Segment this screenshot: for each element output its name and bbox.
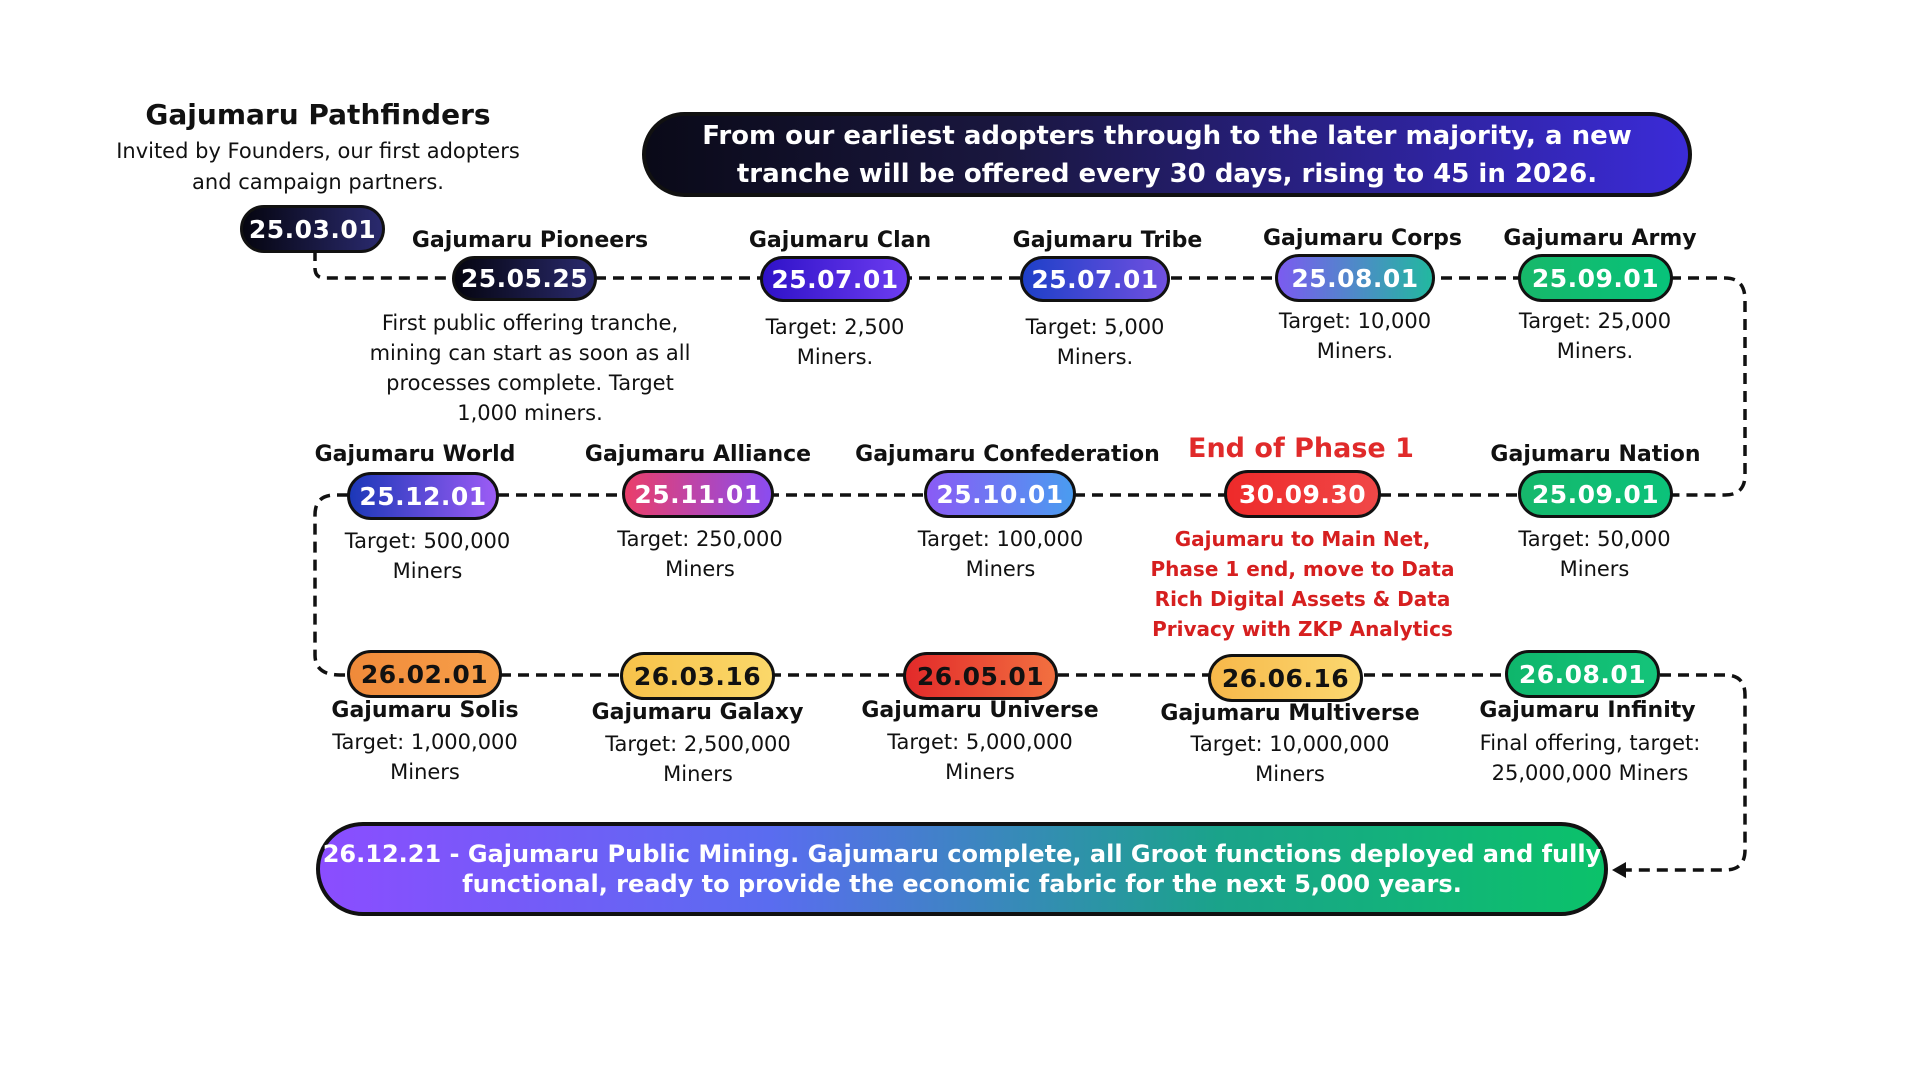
pioneers-date-badge: 25.05.25	[452, 256, 597, 301]
solis-date-badge: 26.02.01	[347, 650, 502, 698]
multiverse-date-badge: 26.06.16	[1208, 654, 1363, 702]
corps-title: Gajumaru Corps	[1263, 226, 1462, 251]
connector-row2-to-row3	[313, 493, 348, 677]
galaxy-title: Gajumaru Galaxy	[591, 700, 804, 725]
confederation-description: Target: 100,000 Miners	[917, 527, 1084, 581]
infinity-description: Final offering, target: 25,000,000 Miner…	[1479, 731, 1701, 785]
multiverse-title: Gajumaru Multiverse	[1160, 701, 1420, 726]
solis-description: Target: 1,000,000 Miners	[332, 730, 518, 784]
phase-1-end-label: End of Phase 1	[1188, 433, 1414, 464]
army-title: Gajumaru Army	[1503, 226, 1697, 251]
alliance-description: Target: 250,000 Miners	[617, 527, 783, 581]
tribe-title: Gajumaru Tribe	[1012, 228, 1203, 253]
connector-row1-to-row2	[1670, 276, 1747, 497]
pioneers-description: First public offering tranche, mining ca…	[369, 311, 691, 425]
tribe-date-badge: 25.07.01	[1020, 256, 1170, 302]
tribe-description: Target: 5,000 Miners.	[1025, 315, 1165, 369]
corps-description: Target: 10,000 Miners.	[1278, 309, 1432, 363]
pathfinders-date-badge: 25.03.01	[240, 205, 385, 253]
mainnet-description: Gajumaru to Main Net, Phase 1 end, move …	[1150, 527, 1455, 641]
galaxy-description: Target: 2,500,000 Miners	[605, 732, 791, 786]
pioneers-title: Gajumaru Pioneers	[411, 228, 649, 253]
universe-date-badge: 26.05.01	[903, 652, 1058, 700]
solis-title: Gajumaru Solis	[331, 698, 519, 723]
world-description: Target: 500,000 Miners	[344, 529, 511, 583]
multiverse-description: Target: 10,000,000 Miners	[1190, 732, 1390, 786]
army-date-badge: 25.09.01	[1518, 254, 1673, 302]
world-title: Gajumaru World	[314, 442, 516, 467]
finale-arrow-icon	[1612, 862, 1626, 878]
connector-row3-to-finale	[1625, 673, 1747, 872]
pathfinders-description: Invited by Founders, our first adopters …	[116, 139, 520, 194]
clan-title: Gajumaru Clan	[748, 228, 932, 253]
army-description: Target: 25,000 Miners.	[1518, 309, 1672, 363]
galaxy-date-badge: 26.03.16	[620, 652, 775, 700]
connector-pathfinders-to-pioneers	[313, 250, 455, 280]
confederation-title: Gajumaru Confederation	[855, 442, 1160, 467]
infinity-title: Gajumaru Infinity	[1479, 698, 1696, 723]
corps-date-badge: 25.08.01	[1275, 254, 1435, 302]
clan-description: Target: 2,500 Miners.	[765, 315, 905, 369]
alliance-title: Gajumaru Alliance	[584, 442, 812, 467]
alliance-date-badge: 25.11.01	[622, 470, 774, 518]
infinity-date-badge: 26.08.01	[1505, 650, 1660, 698]
clan-date-badge: 25.07.01	[760, 256, 910, 302]
universe-description: Target: 5,000,000 Miners	[887, 730, 1073, 784]
universe-title: Gajumaru Universe	[861, 698, 1099, 723]
confederation-date-badge: 25.10.01	[924, 470, 1076, 518]
world-date-badge: 25.12.01	[347, 472, 499, 520]
mainnet-date-badge: 30.09.30	[1224, 470, 1381, 518]
nation-title: Gajumaru Nation	[1490, 442, 1701, 467]
top-banner: From our earliest adopters through to th…	[642, 112, 1692, 197]
pathfinders-title: Gajumaru Pathfinders	[145, 98, 491, 131]
nation-date-badge: 25.09.01	[1518, 470, 1673, 518]
nation-description: Target: 50,000 Miners	[1518, 527, 1671, 581]
bottom-banner: 26.12.21 - Gajumaru Public Mining. Gajum…	[316, 822, 1608, 916]
